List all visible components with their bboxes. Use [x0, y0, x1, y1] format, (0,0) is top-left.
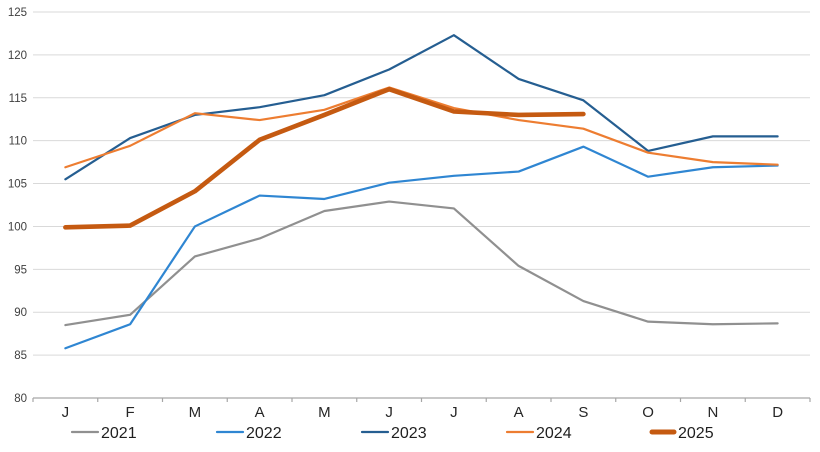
x-axis-label-3: A — [255, 404, 265, 421]
legend-label-2023: 2023 — [391, 425, 427, 442]
legend-label-2022: 2022 — [246, 425, 282, 442]
y-axis-label-125: 125 — [8, 7, 27, 19]
x-axis-label-8: S — [578, 404, 588, 421]
y-axis-label-110: 110 — [9, 136, 27, 148]
x-axis-label-4: M — [318, 404, 331, 421]
x-axis-label-7: A — [514, 404, 524, 421]
legend-label-2021: 2021 — [101, 425, 137, 442]
series-line-2025 — [63, 86, 586, 230]
x-axis-label-2: M — [189, 404, 202, 421]
y-axis-label-120: 120 — [8, 50, 27, 62]
y-axis-label-115: 115 — [9, 93, 27, 105]
legend-label-2024: 2024 — [536, 425, 572, 442]
legend-item-2024: 2024 — [505, 425, 572, 442]
legend-label-2025: 2025 — [678, 425, 714, 442]
legend-item-2021: 2021 — [70, 425, 137, 442]
y-axis-label-80: 80 — [14, 393, 27, 405]
series-line-2023 — [64, 34, 779, 181]
x-axis-label-9: O — [642, 404, 654, 421]
y-axis-label-100: 100 — [8, 221, 27, 233]
x-axis-label-10: N — [707, 404, 718, 421]
x-axis-label-0: J — [62, 404, 70, 421]
legend-item-2022: 2022 — [215, 425, 282, 442]
x-axis-label-6: J — [450, 404, 458, 421]
y-axis-label-95: 95 — [14, 264, 27, 276]
x-axis-label-5: J — [385, 404, 393, 421]
series-line-2024 — [64, 86, 779, 169]
y-axis-label-85: 85 — [14, 350, 27, 362]
x-axis-label-1: F — [126, 404, 135, 421]
x-axis-label-11: D — [772, 404, 783, 421]
legend-item-2023: 2023 — [360, 425, 427, 442]
series-line-2021 — [64, 200, 779, 327]
y-axis-label-105: 105 — [8, 179, 27, 191]
legend-item-2025: 2025 — [649, 425, 714, 442]
y-axis-label-90: 90 — [14, 307, 27, 319]
series-line-2022 — [64, 145, 779, 350]
